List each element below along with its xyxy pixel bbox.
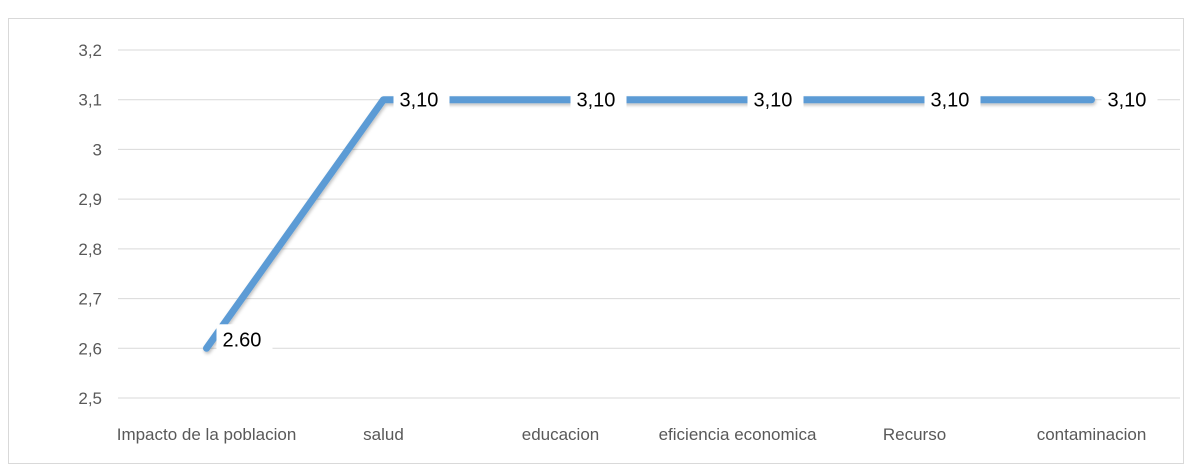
y-tick-label: 2,8	[78, 240, 102, 259]
series-line	[203, 96, 1095, 352]
x-tick-label: eficiencia economica	[659, 425, 817, 444]
x-tick-label: salud	[363, 425, 404, 444]
data-label-bg	[570, 84, 627, 115]
x-tick-label: Impacto de la poblacion	[117, 425, 297, 444]
data-point	[735, 97, 740, 102]
data-label-bg	[216, 324, 273, 355]
data-label-bg	[747, 84, 804, 115]
data-label: 3,10	[400, 90, 439, 112]
data-label: 3,10	[1108, 90, 1147, 112]
x-tick-label: Recurso	[883, 425, 946, 444]
data-labels: 2.60 3,10 3,10 3,10 3,10 3,10	[216, 84, 1158, 355]
data-label-bg	[393, 84, 450, 115]
y-tick-label: 3,2	[78, 41, 102, 60]
y-tick-label: 3	[93, 140, 102, 159]
series-line-path	[203, 96, 1095, 352]
data-point	[558, 97, 563, 102]
y-tick-label: 2,5	[78, 389, 102, 408]
data-point	[381, 97, 386, 102]
x-tick-label: educacion	[522, 425, 600, 444]
x-tick-label: contaminacion	[1037, 425, 1147, 444]
data-label-bg	[1101, 84, 1158, 115]
y-tick-label: 2,7	[78, 290, 102, 309]
y-tick-label: 3,1	[78, 91, 102, 110]
data-label: 3,10	[577, 90, 616, 112]
data-label-bg	[924, 84, 981, 115]
data-label: 3,10	[754, 90, 793, 112]
x-axis-tick-labels: Impacto de la poblacion salud educacion efi…	[117, 425, 1147, 444]
data-label: 3,10	[931, 90, 970, 112]
y-axis-tick-labels: 2,5 2,6 2,7 2,8 2,9 3 3,1 3,2	[78, 41, 102, 408]
data-point	[912, 97, 917, 102]
data-label: 2.60	[223, 329, 262, 351]
y-tick-label: 2,9	[78, 190, 102, 209]
data-point	[1089, 97, 1094, 102]
data-point	[204, 346, 209, 351]
y-tick-label: 2,6	[78, 339, 102, 358]
